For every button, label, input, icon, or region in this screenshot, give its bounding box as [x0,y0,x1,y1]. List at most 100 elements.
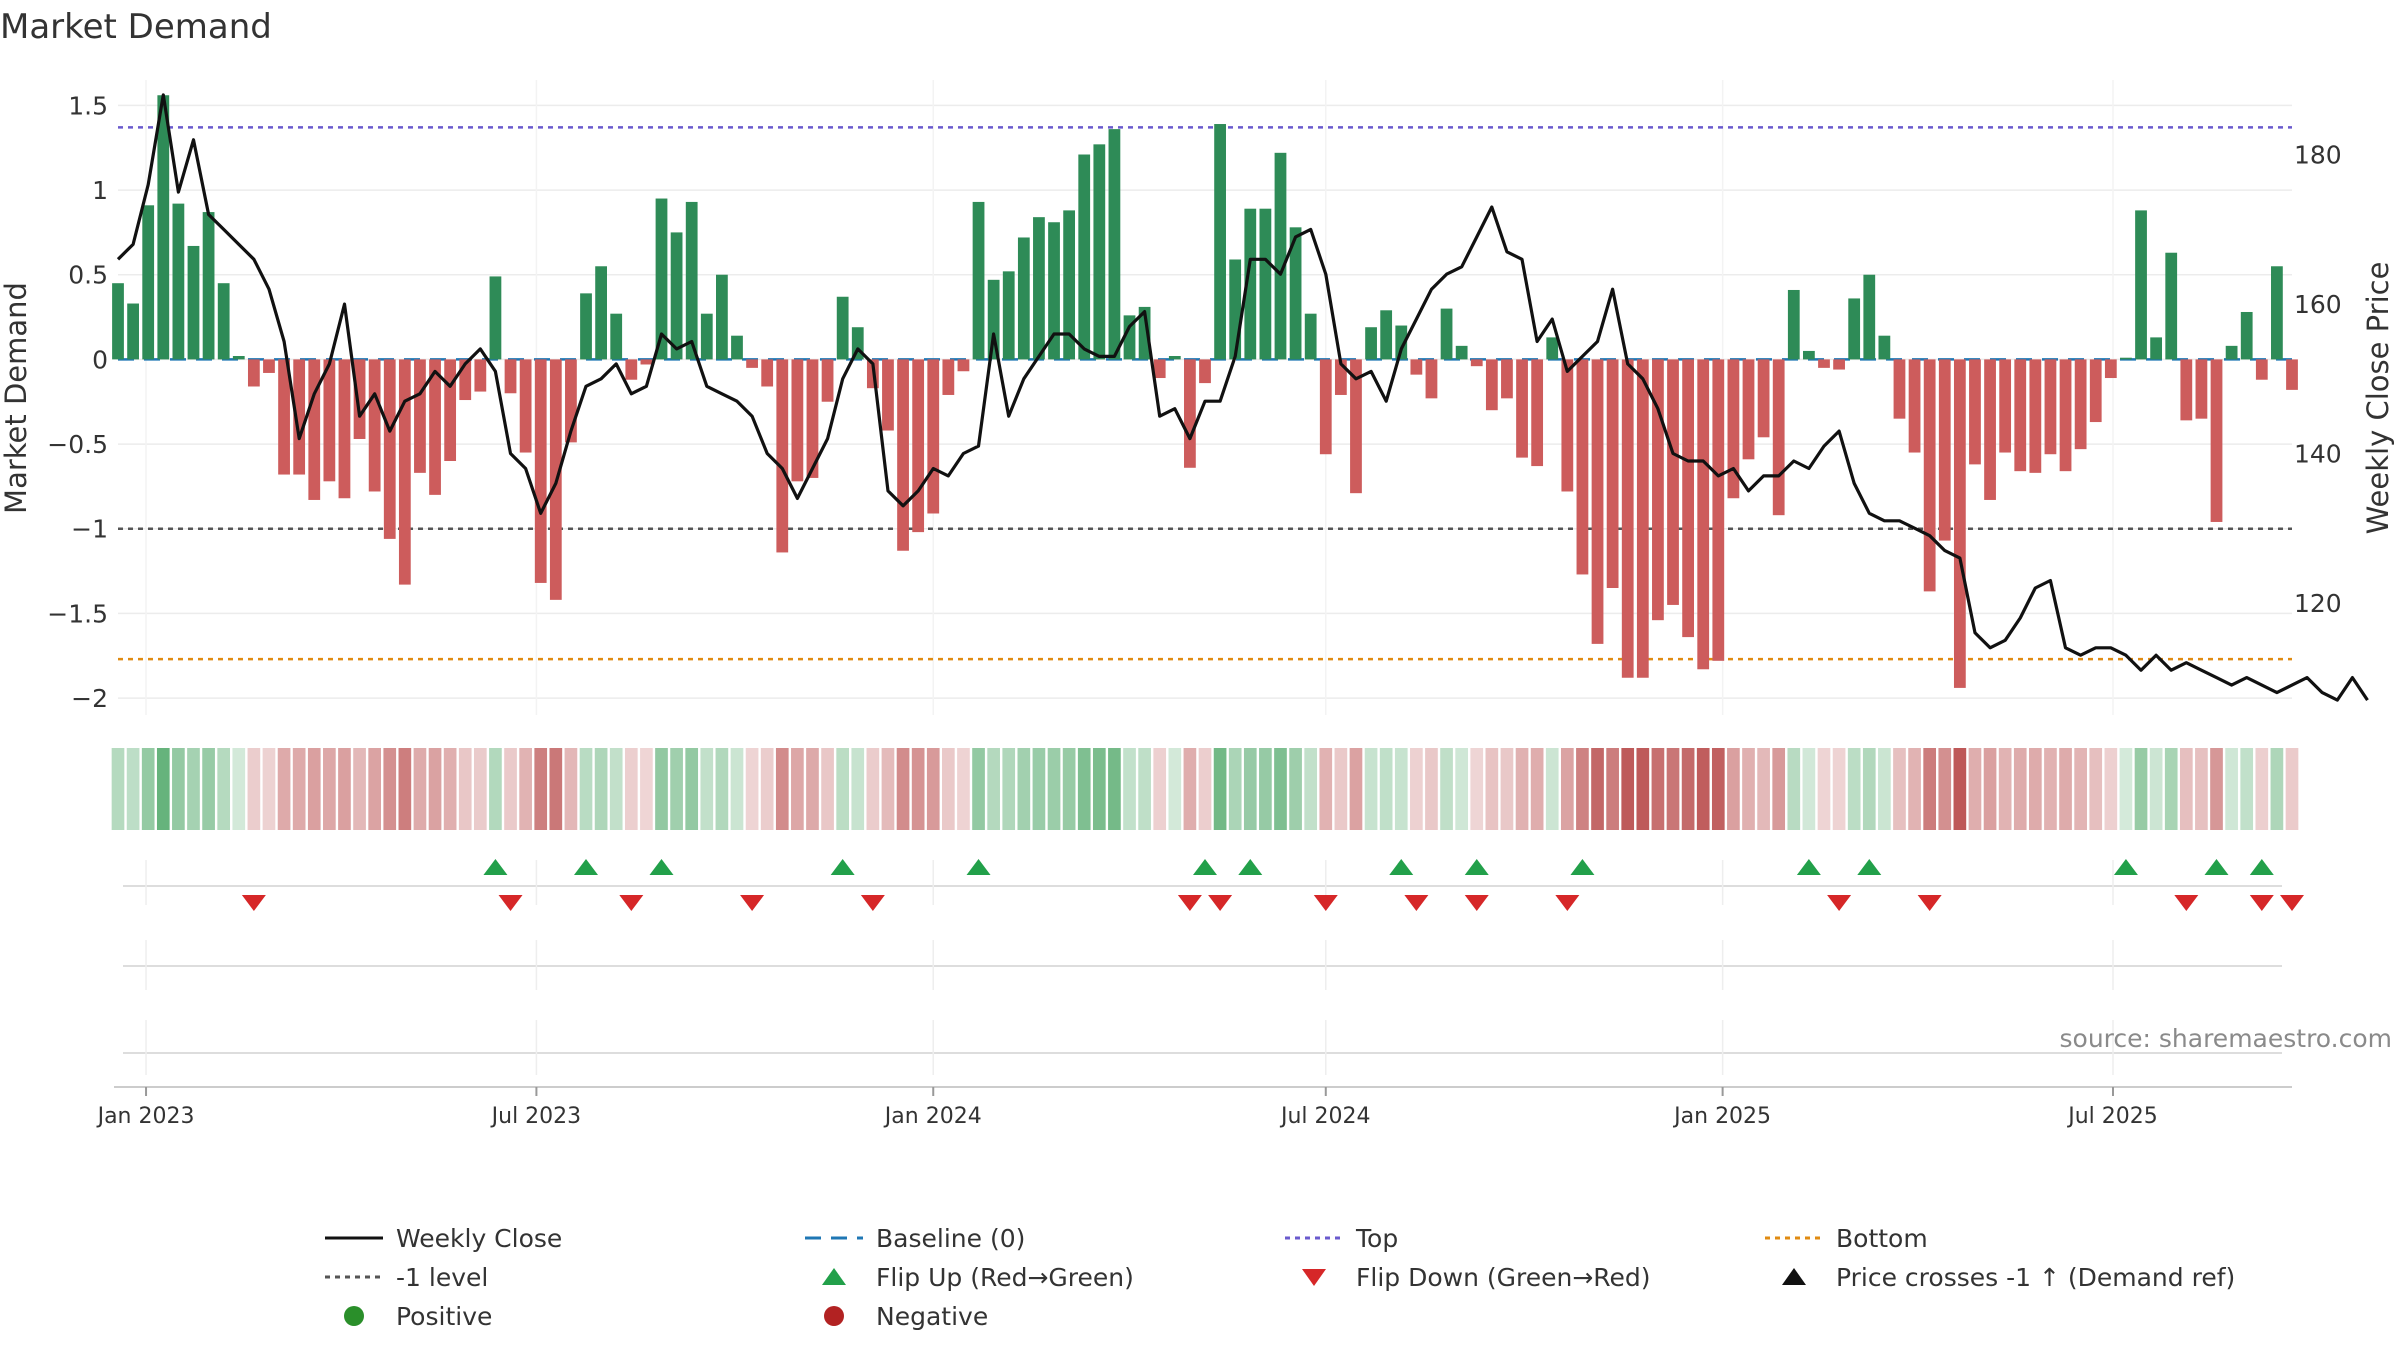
demand-bar [1410,359,1423,375]
heat-cell [1153,748,1167,830]
heat-cell [1651,748,1665,830]
x-tick-label: Jan 2024 [883,1104,982,1129]
heat-cell [896,748,910,830]
demand-bar [2271,266,2283,360]
heat-cell [1787,748,1801,830]
flip-down-marker [1464,895,1489,911]
legend-item: Top [1285,1224,1398,1253]
demand-bar [1048,222,1060,360]
heat-cell [1304,748,1318,830]
heat-cell [1968,748,1982,830]
demand-bar [821,359,834,402]
flip-up-marker [2249,859,2274,875]
reference-lines [118,126,2292,661]
heat-cell [1530,748,1544,830]
demand-bar [1304,313,1317,360]
heat-cell [1243,748,1257,830]
heat-cell [232,748,246,830]
demand-bar [2089,359,2102,423]
heat-cell [126,748,140,830]
flip-down-marker [1917,895,1942,911]
demand-bar [1153,359,1166,379]
heat-cell [398,748,412,830]
demand-bars [112,95,2298,688]
demand-bar [1350,359,1362,494]
demand-bar [1999,359,2012,453]
empty-panel-4 [123,1020,2282,1075]
heat-cell [2044,748,2057,830]
legend-swatch [822,1268,846,1285]
legend-item: Positive [344,1302,492,1331]
weekly-close-path [116,93,2369,702]
demand-bar [2225,345,2238,360]
flip-down-marker [860,895,885,911]
demand-bar [1923,359,1936,592]
demand-bar [716,274,728,360]
heat-cell [292,748,306,830]
right-y-axis-label: Weekly Close Price [2361,262,2395,535]
demand-bar [625,359,638,380]
heat-cell [791,748,804,830]
heat-cell [2270,748,2284,830]
demand-bar [1697,359,1710,670]
heat-cell [1349,748,1363,830]
flip-down-marker [740,895,765,911]
heat-cell [1334,748,1348,830]
heat-cell [1515,748,1529,830]
heat-cell [806,748,819,830]
legend-label: Weekly Close [396,1224,562,1253]
legend-item: Negative [824,1302,988,1331]
source-credit: source: sharemaestro.com [2060,1024,2393,1053]
heat-cell [911,748,925,830]
heat-cell [1666,748,1680,830]
flip-up-marker [483,859,508,875]
demand-bar [308,359,321,500]
right-y-tick-label: 160 [2294,290,2342,319]
legend-label: Bottom [1836,1224,1928,1253]
heat-cell [715,748,729,830]
demand-bar [519,359,532,453]
demand-bar [2180,359,2193,421]
demand-bar [761,359,774,387]
flip-up-marker [574,859,599,875]
demand-bar [1229,259,1242,360]
heat-cell [1455,748,1468,830]
demand-bar [1168,356,1181,360]
demand-bar [1531,359,1544,467]
demand-bar [746,359,758,368]
heat-cell [926,748,940,830]
demand-bar [2014,359,2027,472]
demand-bar [157,95,170,360]
demand-bar [2165,252,2178,360]
demand-bar [640,359,653,365]
demand-bar [580,293,592,360]
heat-cell [277,748,291,830]
heat-cell [458,748,472,830]
demand-bar [1108,129,1121,360]
demand-bar [942,359,955,395]
demand-bar [474,359,487,392]
demand-bar [338,359,351,499]
demand-bar [2104,359,2117,379]
heat-cell [1908,748,1921,830]
flip-down-marker [619,895,644,911]
demand-bar [1682,359,1694,638]
demand-bar [1455,345,1468,360]
demand-bar [1818,359,1830,368]
demand-bar [2135,210,2147,360]
heat-cell [942,748,955,830]
heat-cell [1636,748,1650,830]
heat-cell [353,748,366,830]
flip-down-marker [1555,895,1580,911]
demand-bar [1576,359,1589,575]
demand-bar [1244,208,1257,360]
heat-cell [156,748,170,830]
heat-cell [247,748,261,830]
heat-cell [187,748,200,830]
x-tick-label: Jan 2023 [96,1104,195,1129]
heat-cell [1379,748,1393,830]
flip-up-marker [1464,859,1489,875]
heat-cell [1878,748,1891,830]
grid-lines [118,80,2292,715]
heat-cell [564,748,578,830]
